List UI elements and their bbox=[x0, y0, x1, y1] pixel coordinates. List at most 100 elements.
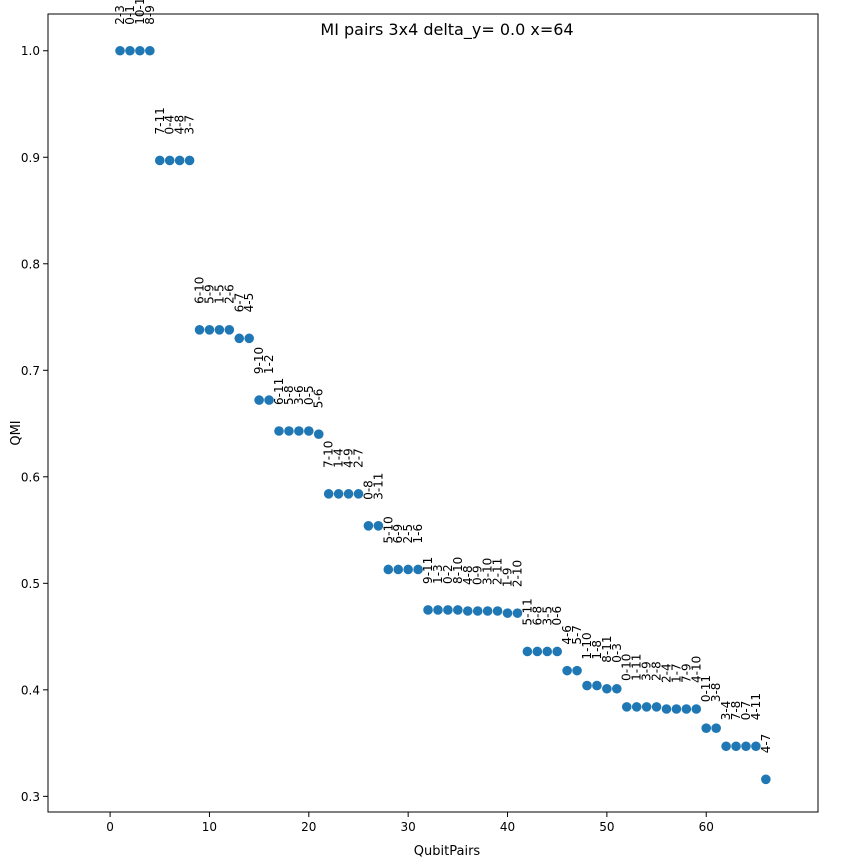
data-point bbox=[761, 774, 771, 785]
x-axis-label: QubitPairs bbox=[414, 844, 481, 859]
data-point bbox=[592, 680, 602, 691]
y-tick-label: 0.8 bbox=[21, 257, 40, 271]
data-point bbox=[304, 426, 314, 436]
point-label: 6-8 bbox=[530, 606, 544, 626]
data-point bbox=[423, 605, 433, 615]
data-point bbox=[582, 680, 592, 691]
point-label: 3-4 bbox=[719, 701, 733, 721]
point-label: 3-10 bbox=[481, 558, 495, 585]
data-point bbox=[184, 155, 195, 166]
data-point bbox=[542, 646, 553, 657]
point-label: 0-4 bbox=[163, 115, 177, 135]
data-point bbox=[462, 606, 473, 616]
point-label: 6-11 bbox=[272, 378, 286, 405]
data-point bbox=[363, 520, 374, 531]
point-label: 9-10 bbox=[252, 347, 266, 374]
data-point bbox=[294, 426, 304, 436]
point-label: 4-7 bbox=[759, 734, 773, 754]
data-point bbox=[333, 489, 344, 499]
point-label: 5-11 bbox=[520, 598, 534, 625]
point-label: 3-7 bbox=[183, 115, 197, 135]
point-label: 0-10 bbox=[620, 654, 634, 681]
data-point bbox=[621, 702, 632, 712]
data-point bbox=[631, 702, 642, 712]
data-point bbox=[254, 395, 264, 405]
point-label: 3-5 bbox=[540, 606, 554, 626]
data-point bbox=[433, 605, 443, 615]
y-tick-label: 0.6 bbox=[21, 470, 40, 484]
data-point bbox=[661, 704, 672, 714]
point-label: 7-8 bbox=[729, 701, 743, 721]
data-point bbox=[741, 741, 751, 752]
point-label: 10-11 bbox=[133, 0, 147, 25]
point-label: 4-8 bbox=[461, 565, 475, 585]
point-label: 2-8 bbox=[650, 661, 664, 681]
point-label: 4-5 bbox=[242, 293, 256, 313]
data-point bbox=[552, 646, 562, 657]
data-point bbox=[453, 605, 463, 615]
point-label: 1-8 bbox=[590, 640, 604, 660]
point-label: 4-9 bbox=[342, 448, 356, 468]
x-tick-label: 60 bbox=[699, 820, 714, 834]
data-point bbox=[532, 646, 543, 657]
data-point bbox=[204, 325, 215, 335]
y-tick-label: 0.9 bbox=[21, 151, 40, 165]
data-point bbox=[512, 608, 523, 618]
point-label: 2-5 bbox=[401, 524, 415, 544]
data-point bbox=[562, 665, 572, 676]
y-tick-label: 0.3 bbox=[21, 790, 40, 804]
point-label: 1-2 bbox=[262, 355, 276, 375]
point-label: 1-3 bbox=[431, 564, 445, 584]
data-point bbox=[264, 395, 274, 405]
x-axis: 0 10 20 30 40 50 60 bbox=[106, 812, 714, 834]
point-label: 1-9 bbox=[501, 568, 515, 588]
point-label: 2-6 bbox=[222, 284, 236, 304]
data-point bbox=[472, 606, 483, 616]
point-label: 9-11 bbox=[421, 557, 435, 584]
data-point bbox=[731, 741, 741, 752]
data-point bbox=[353, 489, 364, 499]
point-label: 2-11 bbox=[491, 558, 505, 585]
data-point bbox=[194, 325, 205, 335]
point-labels: 2-30-110-118-97-110-44-83-76-105-91-52-6… bbox=[113, 0, 773, 753]
x-tick-label: 40 bbox=[500, 820, 515, 834]
data-point bbox=[115, 45, 125, 56]
data-point bbox=[393, 564, 404, 575]
data-point bbox=[522, 646, 533, 657]
y-tick-label: 0.7 bbox=[21, 364, 40, 378]
data-point bbox=[641, 702, 652, 712]
data-point bbox=[502, 608, 513, 618]
x-tick-label: 50 bbox=[599, 820, 614, 834]
data-point bbox=[164, 155, 175, 166]
data-point bbox=[681, 704, 692, 714]
point-label: 1-6 bbox=[411, 524, 425, 544]
point-label: 0-11 bbox=[699, 675, 713, 702]
data-point bbox=[701, 723, 712, 733]
data-point bbox=[323, 489, 334, 499]
data-point bbox=[135, 45, 145, 56]
point-label: 3-6 bbox=[292, 385, 306, 405]
data-point bbox=[691, 704, 702, 714]
x-tick-label: 20 bbox=[301, 820, 316, 834]
y-tick-label: 1.0 bbox=[21, 44, 40, 58]
point-label: 0-9 bbox=[471, 565, 485, 585]
data-point bbox=[174, 155, 185, 166]
data-point bbox=[651, 702, 662, 712]
point-label: 8-10 bbox=[451, 557, 465, 584]
point-label: 5-6 bbox=[312, 389, 326, 409]
point-label: 7-10 bbox=[322, 441, 336, 468]
point-label: 1-4 bbox=[332, 448, 346, 468]
point-label: 0-5 bbox=[302, 385, 316, 405]
point-label: 6-7 bbox=[232, 293, 246, 313]
data-point bbox=[492, 606, 503, 616]
point-label: 5-8 bbox=[282, 385, 296, 405]
point-label: 2-10 bbox=[510, 560, 524, 587]
data-point bbox=[711, 723, 721, 733]
data-point bbox=[214, 325, 225, 335]
point-label: 4-6 bbox=[560, 625, 574, 645]
point-label: 0-1 bbox=[123, 5, 137, 25]
point-label: 4-11 bbox=[749, 693, 763, 720]
point-label: 5-10 bbox=[381, 516, 395, 543]
